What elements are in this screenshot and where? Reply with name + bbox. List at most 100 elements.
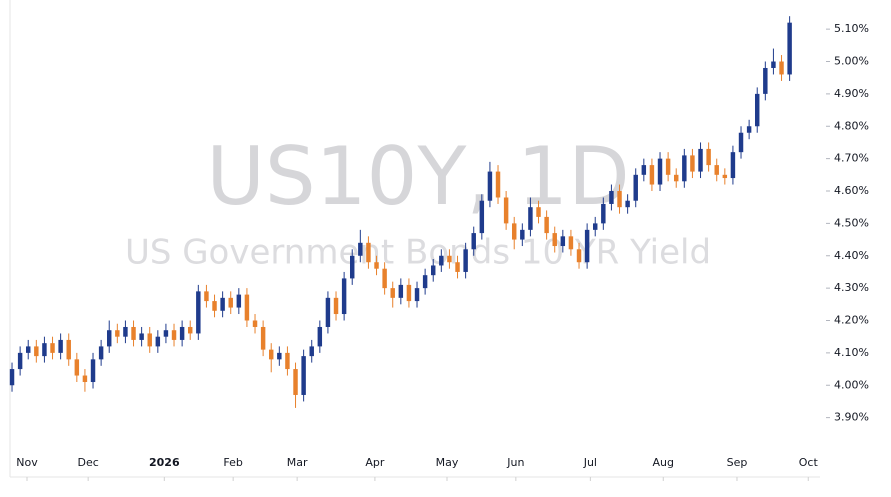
- y-tick-label: 4.90%: [834, 87, 869, 100]
- candle-body: [430, 265, 436, 276]
- y-tick-label: 4.70%: [834, 152, 869, 165]
- candle-body: [341, 278, 347, 315]
- candle-body: [649, 165, 655, 185]
- candle-body: [463, 249, 468, 272]
- x-tick-label: May: [436, 456, 459, 469]
- candle-body: [106, 330, 112, 347]
- candle-body: [520, 229, 525, 240]
- y-tick-label: 4.00%: [834, 378, 869, 391]
- candle-body: [503, 197, 509, 224]
- candle-body: [414, 288, 420, 302]
- candle-body: [179, 326, 185, 340]
- candle-body: [479, 200, 485, 234]
- candle-body: [244, 294, 250, 321]
- candle-body: [601, 203, 606, 224]
- candle-body: [17, 352, 23, 370]
- candle-body: [568, 236, 574, 250]
- candle-body: [115, 330, 120, 337]
- candle-body: [333, 297, 339, 315]
- candle-body: [301, 356, 306, 395]
- candle-body: [746, 126, 752, 133]
- watermark-title: US10Y, 1D: [206, 130, 629, 223]
- candle-body: [252, 320, 258, 327]
- candle-body: [187, 326, 193, 334]
- candle-body: [139, 333, 144, 340]
- candle-body: [495, 171, 501, 198]
- candle-body: [212, 301, 217, 311]
- candle-body: [544, 216, 549, 234]
- candle-body: [665, 158, 671, 175]
- candle-body: [325, 297, 331, 327]
- candle-body: [633, 174, 638, 201]
- candle-body: [398, 284, 404, 298]
- y-tick-label: 3.90%: [834, 411, 869, 424]
- candle-body: [592, 223, 598, 230]
- candle-body: [754, 93, 760, 127]
- candle-body: [277, 352, 282, 360]
- candle-body: [779, 61, 784, 75]
- candle-body: [787, 22, 792, 75]
- x-tick-label: Nov: [16, 456, 38, 469]
- candle-body: [690, 155, 695, 172]
- candle-body: [730, 152, 736, 179]
- candle-body: [763, 67, 768, 94]
- x-tick-label: Oct: [799, 456, 819, 469]
- y-tick-label: 4.10%: [834, 346, 869, 359]
- candle-body: [131, 326, 136, 340]
- candle-body: [738, 132, 744, 153]
- y-tick-label: 5.20%: [834, 0, 869, 3]
- candle-body: [349, 255, 355, 279]
- y-tick-label: 4.20%: [834, 314, 869, 327]
- candle-body: [317, 326, 323, 347]
- candle-body: [155, 336, 161, 347]
- candle-body: [552, 233, 557, 247]
- candle-body: [617, 191, 622, 208]
- candle-body: [406, 284, 412, 302]
- candle-body: [366, 242, 371, 263]
- candle-body: [536, 207, 541, 217]
- candle-body: [25, 346, 31, 353]
- y-tick-label: 5.10%: [834, 22, 869, 35]
- candle-body: [268, 349, 274, 360]
- candle-body: [714, 165, 719, 175]
- candle-body: [66, 339, 71, 360]
- y-tick-label: 4.80%: [834, 119, 869, 132]
- candle-body: [204, 291, 209, 302]
- candle-body: [42, 343, 47, 357]
- candle-body: [422, 275, 428, 289]
- candle-body: [487, 171, 493, 201]
- x-tick-label: Aug: [653, 456, 674, 469]
- candle-body: [471, 233, 476, 250]
- candle-body: [98, 346, 104, 360]
- candle-body: [236, 294, 242, 308]
- candle-body: [74, 359, 80, 376]
- candle-body: [171, 330, 177, 340]
- candle-body: [260, 326, 266, 350]
- y-tick-label: 4.50%: [834, 216, 869, 229]
- candle-body: [196, 291, 201, 334]
- candle-body: [163, 330, 169, 337]
- candle-body: [584, 229, 590, 263]
- candle-body: [390, 288, 395, 298]
- candle-body: [625, 200, 630, 208]
- candle-body: [374, 262, 379, 269]
- x-tick-label: Jul: [583, 456, 597, 469]
- candle-body: [358, 242, 363, 256]
- candle-body: [560, 236, 566, 247]
- candle-body: [673, 174, 679, 182]
- x-tick-label: Apr: [365, 456, 385, 469]
- candle-body: [50, 343, 55, 353]
- y-tick-label: 4.30%: [834, 281, 869, 294]
- y-tick-label: 5.00%: [834, 55, 869, 68]
- candle-body: [455, 262, 460, 272]
- x-tick-label: 2026: [149, 456, 180, 469]
- candle-body: [82, 375, 88, 383]
- candle-body: [641, 165, 647, 175]
- candle-body: [309, 346, 314, 357]
- candle-body: [9, 369, 15, 386]
- candle-body: [722, 174, 728, 179]
- candle-body: [220, 297, 225, 311]
- candle-body: [382, 268, 387, 289]
- candle-body: [147, 333, 152, 347]
